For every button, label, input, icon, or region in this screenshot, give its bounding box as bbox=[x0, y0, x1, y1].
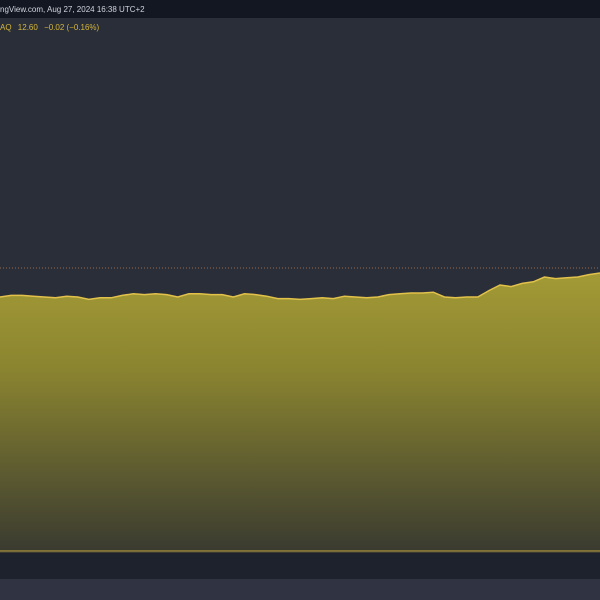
price-line bbox=[0, 272, 600, 301]
legend-price: 12.60 bbox=[17, 23, 38, 32]
time-axis[interactable] bbox=[0, 552, 600, 580]
series-legend: AQ 12.60 −0.02 (−0.16%) bbox=[0, 23, 103, 32]
bottom-toolbar bbox=[0, 579, 600, 600]
chart-attribution: ngView.com, Aug 27, 2024 16:38 UTC+2 bbox=[0, 5, 145, 14]
legend-change: −0.02 (−0.16%) bbox=[44, 23, 100, 32]
price-area-fill bbox=[0, 273, 600, 551]
legend-symbol: AQ bbox=[0, 23, 12, 32]
top-bar: ngView.com, Aug 27, 2024 16:38 UTC+2 bbox=[0, 0, 600, 18]
